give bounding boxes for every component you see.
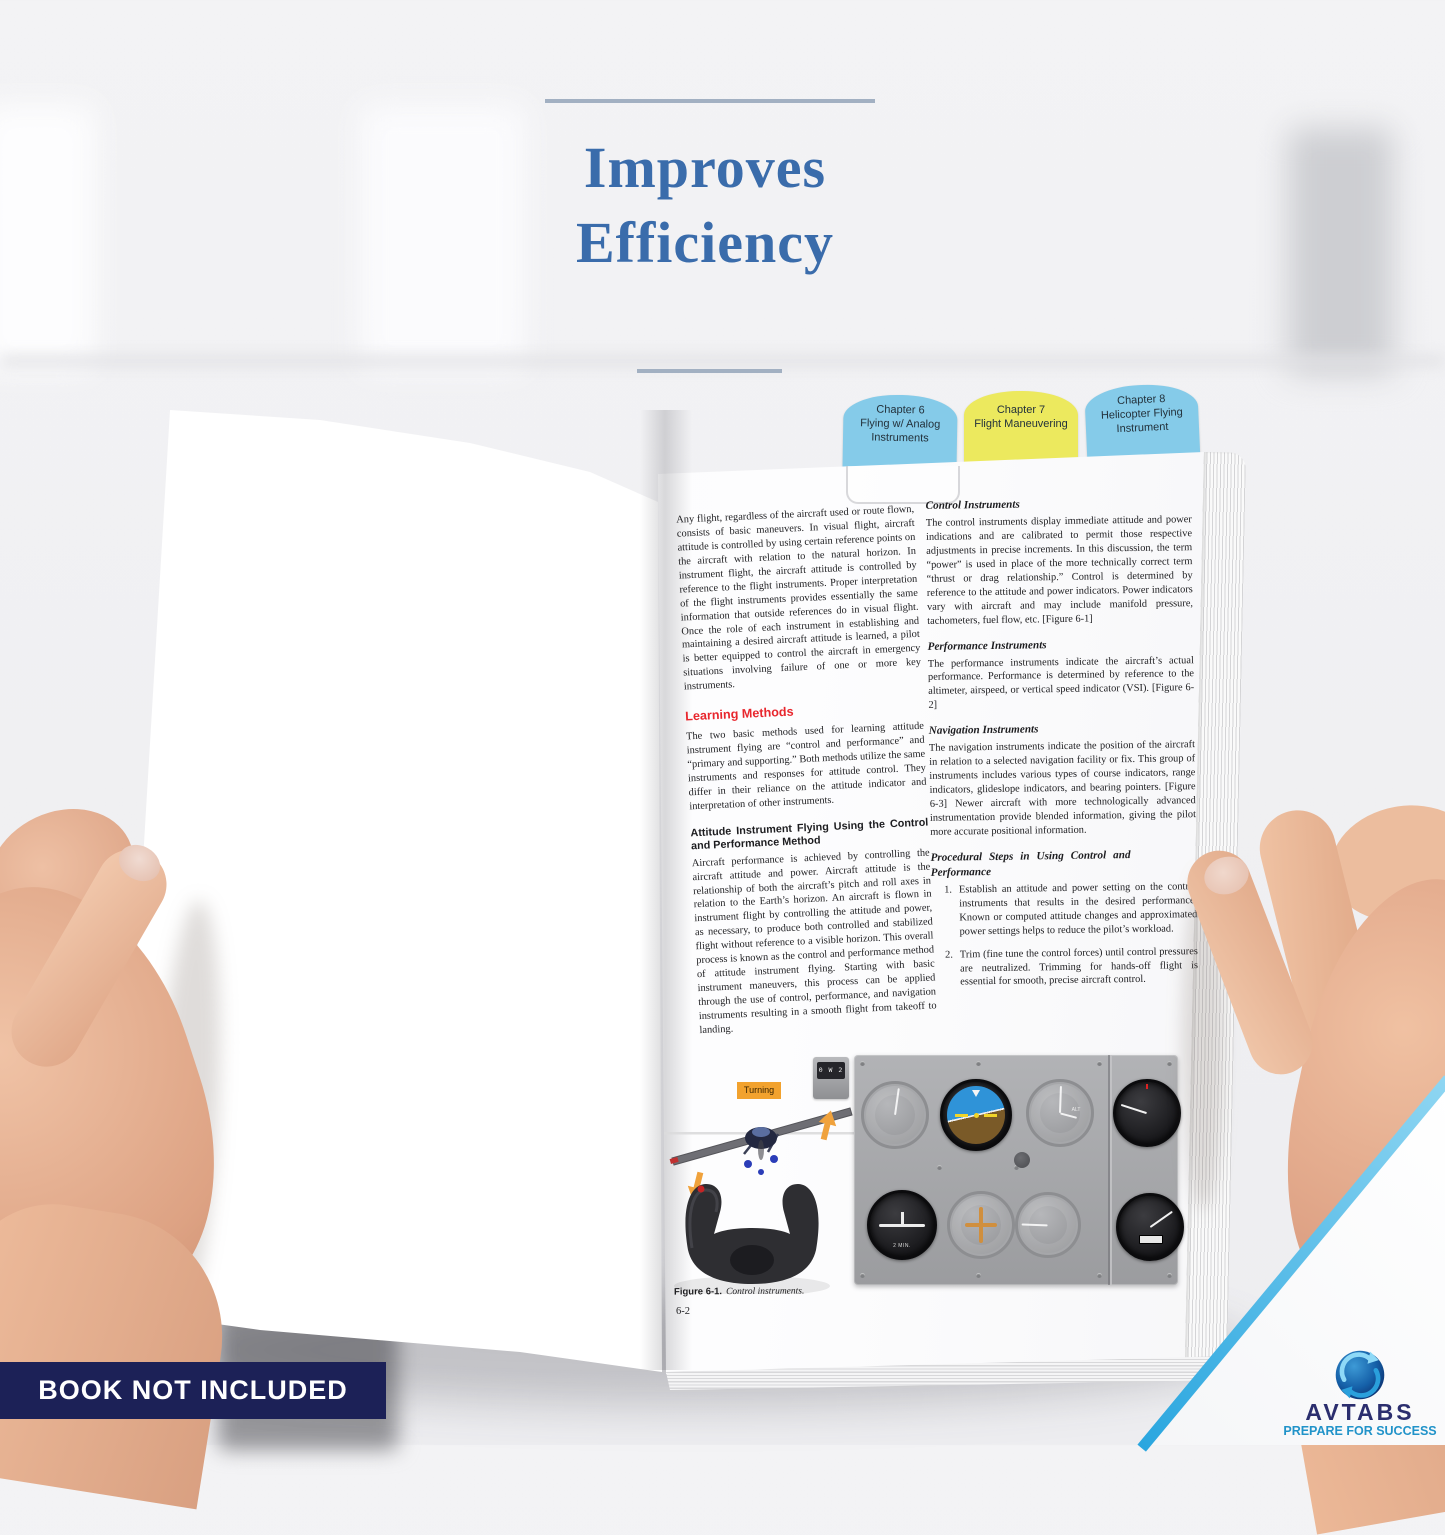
aircraft-windshield <box>752 1127 770 1137</box>
logo-swirl-arrow <box>1347 1368 1381 1398</box>
hour-counter-window <box>1139 1235 1163 1245</box>
compass-card: 0 W 2 <box>817 1062 845 1079</box>
title-rule-top <box>545 99 875 103</box>
screw-icon <box>976 1273 981 1278</box>
list-number: 1. <box>944 884 953 896</box>
left-wing-bar <box>955 1113 968 1117</box>
page-left-column: Any flight, regardless of the aircraft u… <box>676 503 938 1047</box>
yoke-hub <box>730 1245 774 1275</box>
turn-coordinator-gauge: 2 MIN. <box>867 1190 937 1260</box>
screw-icon <box>976 1061 981 1066</box>
screw-icon <box>1167 1061 1172 1066</box>
right-wing-bar <box>984 1113 997 1117</box>
screw-icon <box>1097 1273 1102 1278</box>
avtabs-logo-icon <box>1335 1350 1385 1400</box>
page-number: 6-2 <box>676 1306 690 1317</box>
tab-label: Flight Maneuvering <box>974 417 1068 430</box>
screw-icon <box>1014 1165 1019 1170</box>
list-number: 2. <box>945 949 953 961</box>
vertical-speed-indicator-gauge <box>1015 1192 1081 1258</box>
background-blur-shape <box>360 105 525 370</box>
title-line-2: Efficiency <box>575 210 835 276</box>
background-blur-shape <box>1288 128 1393 373</box>
intro-paragraph: Any flight, regardless of the aircraft u… <box>676 503 922 693</box>
brand-tagline: PREPARE FOR SUCCESS <box>1283 1424 1437 1438</box>
navigation-instruments-paragraph: The navigation instruments indicate the … <box>928 739 1197 838</box>
figure-caption-number: Figure 6-1. <box>673 1286 723 1298</box>
logo-arrow-head <box>1367 1351 1379 1364</box>
bank-pointer <box>972 1090 980 1097</box>
turning-aircraft-illustration <box>664 1107 864 1294</box>
control-yoke <box>674 1184 830 1294</box>
turn-coordinator-label: 2 MIN. <box>893 1242 911 1249</box>
book-not-included-banner: BOOK NOT INCLUDED <box>0 1362 386 1419</box>
logo-swirl-arrow <box>1339 1352 1373 1382</box>
control-instruments-heading: Control Instruments <box>925 498 1020 512</box>
miniature-airplane-tail <box>900 1211 904 1225</box>
red-line-tick <box>1146 1084 1148 1089</box>
right-wheel <box>770 1155 778 1163</box>
yoke-red-button <box>697 1185 705 1193</box>
logo-arrow-head <box>1341 1386 1353 1399</box>
learning-methods-paragraph: The two basic methods used for learning … <box>685 720 927 813</box>
turning-label: Turning <box>737 1082 781 1099</box>
gauge-needle <box>1059 1085 1062 1114</box>
title-line-1: Improves <box>583 135 827 200</box>
tachometer-gauge <box>1116 1193 1184 1261</box>
performance-instruments-paragraph: The performance instruments indicate the… <box>927 654 1195 712</box>
left-wheel <box>744 1160 752 1168</box>
logo-globe <box>1335 1350 1385 1400</box>
altimeter-label: ALT <box>1071 1107 1081 1114</box>
tab-clip-on-page <box>846 466 960 504</box>
screw-icon <box>1167 1273 1172 1278</box>
airspeed-indicator-gauge <box>861 1081 929 1149</box>
heading-indicator-gauge <box>947 1191 1015 1259</box>
page-right-column: Control Instruments The control instrume… <box>926 495 1199 999</box>
miniature-airplane <box>878 1223 926 1227</box>
altimeter-gauge: ALT <box>1026 1079 1094 1147</box>
screw-icon <box>1097 1061 1102 1066</box>
tab-label: Chapter 7 <box>996 404 1046 416</box>
book-gutter-shadow <box>640 410 692 1370</box>
page-title: Improves Efficiency <box>505 130 905 281</box>
manifold-pressure-gauge <box>1113 1079 1181 1147</box>
attitude-indicator-gauge <box>940 1079 1012 1151</box>
procedural-steps-heading: Procedural Steps in Using Control and Pe… <box>930 848 1131 879</box>
attitude-method-paragraph: Aircraft performance is achieved by cont… <box>691 847 937 1037</box>
performance-instruments-heading: Performance Instruments <box>927 638 1047 653</box>
screw-icon <box>937 1165 942 1170</box>
yoke-highlight <box>688 1188 719 1249</box>
title-rule-bottom <box>637 369 782 373</box>
list-item-1: 1. Establish an attitude and power setti… <box>939 880 1198 939</box>
screw-icon <box>860 1273 865 1278</box>
banner-text: BOOK NOT INCLUDED <box>38 1375 348 1405</box>
list-text: Trim (fine tune the control forces) unti… <box>959 945 1199 988</box>
nose-wheel <box>758 1169 764 1175</box>
navigation-instruments-heading: Navigation Instruments <box>928 723 1039 738</box>
gauge-needle <box>1021 1223 1049 1226</box>
control-instruments-paragraph: The control instruments display immediat… <box>925 514 1194 627</box>
brand-name: AVTABS <box>1305 1399 1415 1425</box>
center-dot <box>973 1112 979 1118</box>
tab-label: Instruments <box>871 430 929 445</box>
magnetic-compass: 0 W 2 <box>813 1057 849 1099</box>
figure-caption: Figure 6-1. Control instruments. <box>674 1285 804 1297</box>
figure-caption-text: Control instruments. <box>726 1286 805 1298</box>
wing-tip-marker <box>669 1156 679 1164</box>
background-counter-edge <box>0 356 1445 366</box>
tab-label: Flying w/ Analog <box>860 417 941 431</box>
propeller <box>758 1140 764 1160</box>
attitude-sphere <box>947 1086 1005 1144</box>
altimeter-knob <box>1014 1152 1030 1168</box>
up-arrow-icon <box>818 1110 837 1141</box>
screw-icon <box>860 1061 865 1066</box>
list-item-2: 2. Trim (fine tune the control forces) u… <box>940 945 1199 990</box>
panel-divider <box>1108 1055 1112 1285</box>
list-text: Establish an attitude and power setting … <box>958 880 1198 938</box>
yoke-shadow <box>674 1276 830 1294</box>
orange-airplane-wings <box>964 1223 998 1227</box>
yoke-body <box>685 1184 819 1284</box>
background-blur-shape <box>0 105 95 370</box>
